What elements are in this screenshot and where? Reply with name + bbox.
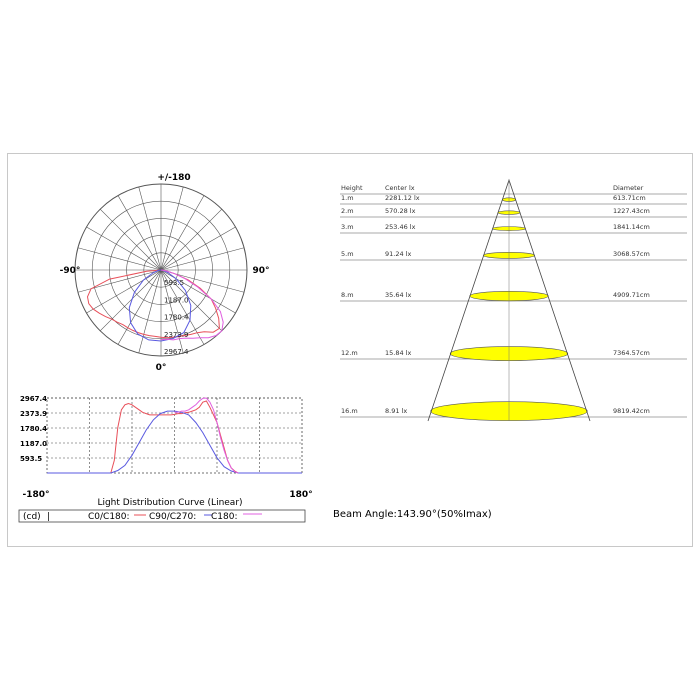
row-diameter: 7364.57cm bbox=[613, 349, 650, 357]
row-diameter: 613.71cm bbox=[613, 194, 646, 202]
row-height: 3.m bbox=[341, 223, 354, 231]
linear-y-tick-label: 1187.0 bbox=[20, 440, 47, 448]
polar-label-left: -90° bbox=[60, 266, 81, 276]
linear-series bbox=[47, 397, 302, 474]
legend-separator: | bbox=[47, 512, 50, 522]
polar-spoke bbox=[160, 269, 223, 332]
polar-series-c90-c270 bbox=[128, 269, 192, 342]
row-height: 16.m bbox=[341, 407, 358, 415]
row-diameter: 1227.43cm bbox=[613, 207, 650, 215]
polar-spoke bbox=[117, 269, 162, 345]
polar-spoke bbox=[160, 269, 236, 314]
row-diameter: 1841.14cm bbox=[613, 223, 650, 231]
linear-y-tick-label: 2967.4 bbox=[20, 395, 47, 403]
row-diameter: 3068.57cm bbox=[613, 250, 650, 258]
legend-c0-c180-label: C0/C180: bbox=[88, 512, 130, 522]
row-center-lx: 253.46 lx bbox=[385, 223, 416, 231]
polar-series bbox=[86, 269, 224, 342]
row-center-lx: 91.24 lx bbox=[385, 250, 411, 258]
linear-grid bbox=[46, 397, 303, 474]
illuminance-cone: Height Center lx Diameter 1.m 2281.12 lx 6… bbox=[333, 178, 687, 520]
linear-y-ticks: 593.5 1187.0 1780.4 2373.9 2967.4 bbox=[20, 395, 47, 463]
linear-chart: 593.5 1187.0 1780.4 2373.9 2967.4 -180° 180°… bbox=[18, 395, 313, 523]
beam-cone bbox=[427, 178, 591, 422]
polar-spoke bbox=[86, 226, 162, 271]
polar-spoke bbox=[160, 208, 223, 271]
linear-x-max-label: 180° bbox=[289, 490, 312, 500]
polar-spoke bbox=[77, 247, 162, 271]
beam-angle: Beam Angle:143.90°(50%Imax) bbox=[333, 509, 492, 520]
linear-y-tick-label: 1780.4 bbox=[20, 425, 47, 433]
polar-spoke bbox=[160, 247, 245, 271]
row-diameter: 9819.42cm bbox=[613, 407, 650, 415]
linear-y-tick-label: 593.5 bbox=[20, 455, 42, 463]
polar-spoke bbox=[117, 195, 162, 271]
polar-spoke bbox=[86, 269, 162, 314]
polar-grid bbox=[74, 183, 248, 357]
polar-spoke bbox=[160, 195, 205, 271]
row-height: 1.m bbox=[341, 194, 354, 202]
row-center-lx: 15.84 lx bbox=[385, 349, 411, 357]
polar-label-right: 90° bbox=[252, 266, 269, 276]
polar-ring-label: 2373.9 bbox=[164, 331, 189, 339]
row-height: 12.m bbox=[341, 349, 358, 357]
polar-label-top: +/-180 bbox=[157, 173, 190, 183]
row-height: 2.m bbox=[341, 207, 354, 215]
polar-spoke bbox=[77, 269, 162, 293]
row-center-lx: 570.28 lx bbox=[385, 207, 416, 215]
legend-unit: (cd) bbox=[23, 512, 41, 522]
polar-spoke bbox=[160, 269, 205, 345]
polar-ring-label: 2967.4 bbox=[164, 348, 189, 356]
polar-chart: 593.5 1187.0 1780.4 2373.9 2967.4 +/-180 -90… bbox=[60, 173, 270, 373]
polar-spoke bbox=[160, 269, 184, 354]
legend-c180-label: C180: bbox=[211, 512, 238, 522]
legend-box bbox=[18, 509, 306, 523]
linear-plot-area bbox=[46, 397, 303, 474]
linear-series-c180 bbox=[174, 397, 239, 474]
polar-ring-label: 593.5 bbox=[164, 279, 184, 287]
header-center-lx: Center lx bbox=[385, 184, 415, 192]
polar-ring-label: 1780.4 bbox=[164, 314, 189, 322]
linear-y-tick-label: 2373.9 bbox=[20, 410, 47, 418]
row-height: 8.m bbox=[341, 291, 354, 299]
header-diameter: Diameter bbox=[613, 184, 644, 192]
row-diameter: 4909.71cm bbox=[613, 291, 650, 299]
polar-spoke bbox=[138, 269, 162, 354]
report-frame bbox=[7, 153, 693, 547]
polar-spoke bbox=[99, 269, 162, 332]
row-center-lx: 8.91 lx bbox=[385, 407, 407, 415]
row-height: 5.m bbox=[341, 250, 354, 258]
linear-x-min-label: -180° bbox=[22, 490, 49, 500]
polar-label-bottom: 0° bbox=[156, 363, 167, 373]
header-height: Height bbox=[341, 184, 363, 192]
polar-series-c180 bbox=[160, 269, 224, 341]
polar-spoke bbox=[160, 186, 184, 271]
polar-spoke bbox=[138, 186, 162, 271]
polar-ring-labels: 593.5 1187.0 1780.4 2373.9 2967.4 bbox=[164, 279, 189, 356]
polar-ring-label: 1187.0 bbox=[164, 296, 189, 304]
legend-c90-c270-label: C90/C270: bbox=[149, 512, 196, 522]
row-center-lx: 35.64 lx bbox=[385, 291, 411, 299]
linear-series-c90-c270 bbox=[47, 410, 302, 474]
linear-chart-title: Light Distribution Curve (Linear) bbox=[97, 498, 242, 508]
polar-spoke bbox=[160, 226, 236, 271]
polar-spoke bbox=[99, 208, 162, 271]
row-center-lx: 2281.12 lx bbox=[385, 194, 420, 202]
